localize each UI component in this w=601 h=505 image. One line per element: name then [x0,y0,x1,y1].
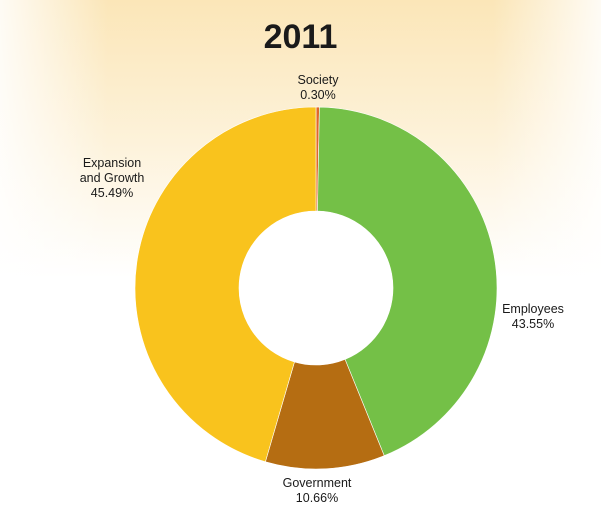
slice-label: Society 0.30% [298,73,340,102]
slice-label: Expansion and Growth 45.49% [80,156,145,200]
chart-title: 2011 [263,18,338,56]
slice-label: Government 10.66% [283,476,352,505]
donut-hole [239,211,393,365]
slice-label: Employees 43.55% [502,302,564,331]
